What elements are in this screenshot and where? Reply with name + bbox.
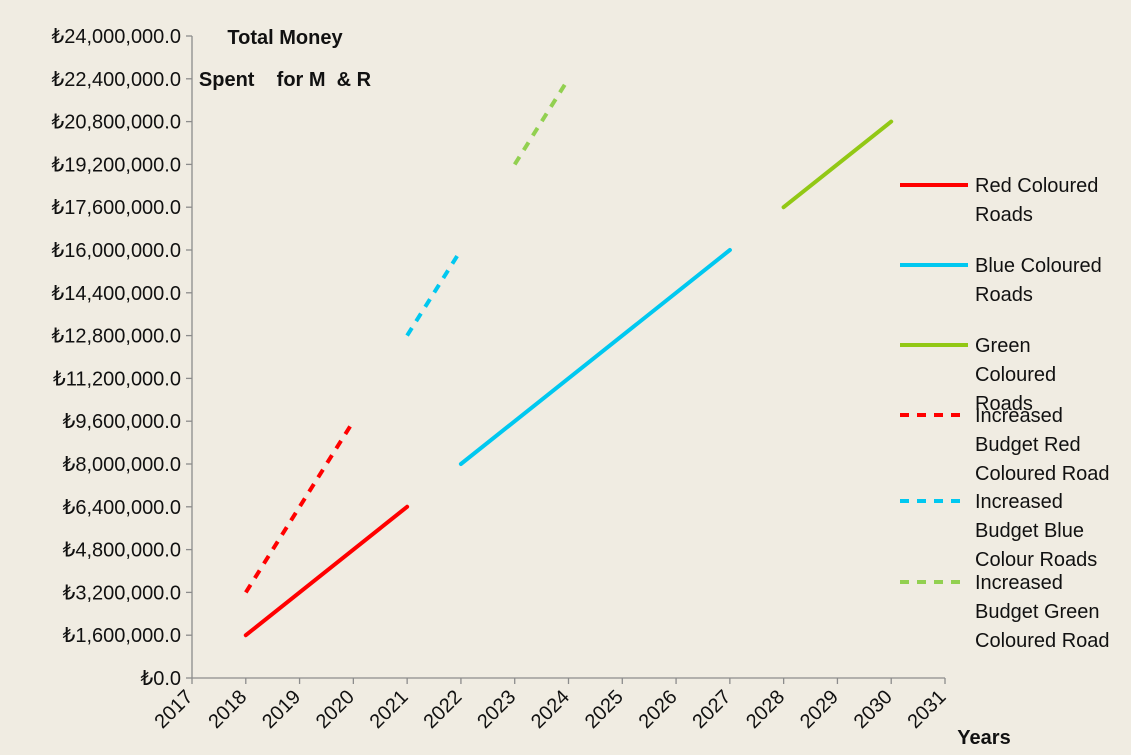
y-tick-label: ₺6,400,000.0 [63, 497, 181, 519]
y-tick-label: ₺8,000,000.0 [63, 454, 181, 476]
series-layer [243, 77, 894, 638]
chart-title-line-2: Spent for M & R [199, 69, 372, 91]
legend-label-2: Roads [975, 284, 1033, 306]
x-axis-title: Years [957, 727, 1010, 749]
y-tick-label: ₺20,800,000.0 [51, 112, 181, 134]
legend-label-4: Increased [975, 405, 1063, 427]
legend-label-5: Increased [975, 491, 1063, 513]
legend-label-5: Colour Roads [975, 549, 1097, 571]
y-tick-label: ₺22,400,000.0 [51, 69, 181, 91]
y-tick-label: ₺0.0 [140, 668, 181, 690]
legend-label-3: Green [975, 335, 1031, 357]
y-axis-ticks: ₺0.0 ₺1,600,000.0 ₺3,200,000.0 ₺4,800,000.0… [51, 26, 192, 690]
series-line-2 [458, 248, 732, 466]
legend-label-1: Roads [975, 204, 1033, 226]
y-tick-label: ₺3,200,000.0 [63, 582, 181, 604]
legend-label-3: Coloured [975, 364, 1056, 386]
series-line-3 [781, 119, 894, 210]
legend-label-5: Budget Blue [975, 520, 1084, 542]
legend-label-1: Red Coloured [975, 175, 1098, 197]
y-tick-label: ₺1,600,000.0 [63, 625, 181, 647]
legend-label-2: Blue Coloured [975, 255, 1102, 277]
y-tick-label: ₺19,200,000.0 [51, 154, 181, 176]
y-tick-label: ₺14,400,000.0 [51, 283, 181, 305]
y-tick-label: ₺9,600,000.0 [63, 411, 181, 433]
legend-label-4: Coloured Road [975, 463, 1110, 485]
y-tick-label: ₺4,800,000.0 [63, 540, 181, 562]
y-tick-label: ₺12,800,000.0 [51, 326, 181, 348]
legend: Red Coloured Roads Blue Coloured Roads Green… [900, 175, 1110, 652]
y-tick-label: ₺16,000,000.0 [51, 240, 181, 262]
legend-label-6: Coloured Road [975, 630, 1110, 652]
chart-title-line-1: Total Money [227, 27, 343, 49]
y-tick-label: ₺24,000,000.0 [51, 26, 181, 48]
legend-label-3: Roads [975, 393, 1033, 415]
legend-label-4: Budget Red [975, 434, 1081, 456]
legend-label-6: Increased [975, 572, 1063, 594]
series-line-1 [243, 504, 410, 638]
legend-label-6: Budget Green [975, 601, 1100, 623]
y-tick-label: ₺11,200,000.0 [53, 368, 181, 390]
y-tick-label: ₺17,600,000.0 [51, 197, 181, 219]
